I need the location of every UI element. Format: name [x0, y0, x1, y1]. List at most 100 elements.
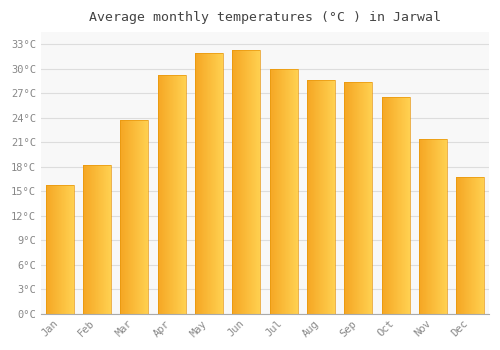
Bar: [177, 76, 178, 314]
Bar: [179, 76, 180, 314]
Bar: [353, 82, 354, 314]
Bar: [344, 82, 345, 314]
Bar: [164, 76, 165, 314]
Bar: [312, 80, 313, 314]
Title: Average monthly temperatures (°C ) in Jarwal: Average monthly temperatures (°C ) in Ja…: [89, 11, 441, 24]
Bar: [202, 52, 203, 314]
Bar: [322, 80, 323, 314]
Bar: [55, 185, 56, 314]
Bar: [56, 185, 57, 314]
Bar: [135, 120, 136, 314]
Bar: [283, 69, 284, 314]
Bar: [346, 82, 347, 314]
Bar: [204, 52, 205, 314]
Bar: [125, 120, 126, 314]
Bar: [388, 98, 389, 314]
Bar: [282, 69, 283, 314]
Bar: [166, 76, 167, 314]
Bar: [277, 69, 278, 314]
Bar: [309, 80, 310, 314]
Bar: [389, 98, 390, 314]
Bar: [58, 185, 59, 314]
Bar: [216, 52, 217, 314]
Bar: [170, 76, 171, 314]
Bar: [86, 165, 87, 314]
Bar: [404, 98, 405, 314]
Bar: [158, 76, 186, 314]
Bar: [247, 50, 248, 314]
Bar: [212, 52, 213, 314]
Bar: [395, 98, 396, 314]
Bar: [172, 76, 174, 314]
Bar: [100, 165, 101, 314]
Bar: [245, 50, 246, 314]
Bar: [232, 50, 233, 314]
Bar: [473, 177, 474, 314]
Bar: [440, 139, 442, 314]
Bar: [272, 69, 273, 314]
Bar: [134, 120, 135, 314]
Bar: [85, 165, 86, 314]
Bar: [313, 80, 314, 314]
Bar: [364, 82, 365, 314]
Bar: [120, 120, 121, 314]
Bar: [295, 69, 296, 314]
Bar: [250, 50, 252, 314]
Bar: [127, 120, 128, 314]
Bar: [391, 98, 392, 314]
Bar: [420, 139, 421, 314]
Bar: [195, 52, 223, 314]
Bar: [361, 82, 362, 314]
Bar: [478, 177, 479, 314]
Bar: [347, 82, 348, 314]
Bar: [273, 69, 274, 314]
Bar: [165, 76, 166, 314]
Bar: [436, 139, 437, 314]
Bar: [474, 177, 476, 314]
Bar: [101, 165, 102, 314]
Bar: [66, 185, 67, 314]
Bar: [398, 98, 399, 314]
Bar: [91, 165, 92, 314]
Bar: [348, 82, 350, 314]
Bar: [421, 139, 422, 314]
Bar: [459, 177, 460, 314]
Bar: [144, 120, 145, 314]
Bar: [385, 98, 386, 314]
Bar: [399, 98, 400, 314]
Bar: [419, 139, 447, 314]
Bar: [288, 69, 289, 314]
Bar: [319, 80, 320, 314]
Bar: [218, 52, 219, 314]
Bar: [308, 80, 309, 314]
Bar: [430, 139, 431, 314]
Bar: [409, 98, 410, 314]
Bar: [70, 185, 71, 314]
Bar: [233, 50, 234, 314]
Bar: [183, 76, 184, 314]
Bar: [329, 80, 330, 314]
Bar: [332, 80, 333, 314]
Bar: [468, 177, 469, 314]
Bar: [63, 185, 64, 314]
Bar: [141, 120, 142, 314]
Bar: [110, 165, 111, 314]
Bar: [94, 165, 96, 314]
Bar: [242, 50, 243, 314]
Bar: [287, 69, 288, 314]
Bar: [181, 76, 182, 314]
Bar: [205, 52, 206, 314]
Bar: [195, 52, 196, 314]
Bar: [326, 80, 327, 314]
Bar: [208, 52, 209, 314]
Bar: [330, 80, 331, 314]
Bar: [59, 185, 60, 314]
Bar: [442, 139, 443, 314]
Bar: [220, 52, 222, 314]
Bar: [477, 177, 478, 314]
Bar: [270, 69, 297, 314]
Bar: [238, 50, 239, 314]
Bar: [274, 69, 275, 314]
Bar: [222, 52, 223, 314]
Bar: [466, 177, 467, 314]
